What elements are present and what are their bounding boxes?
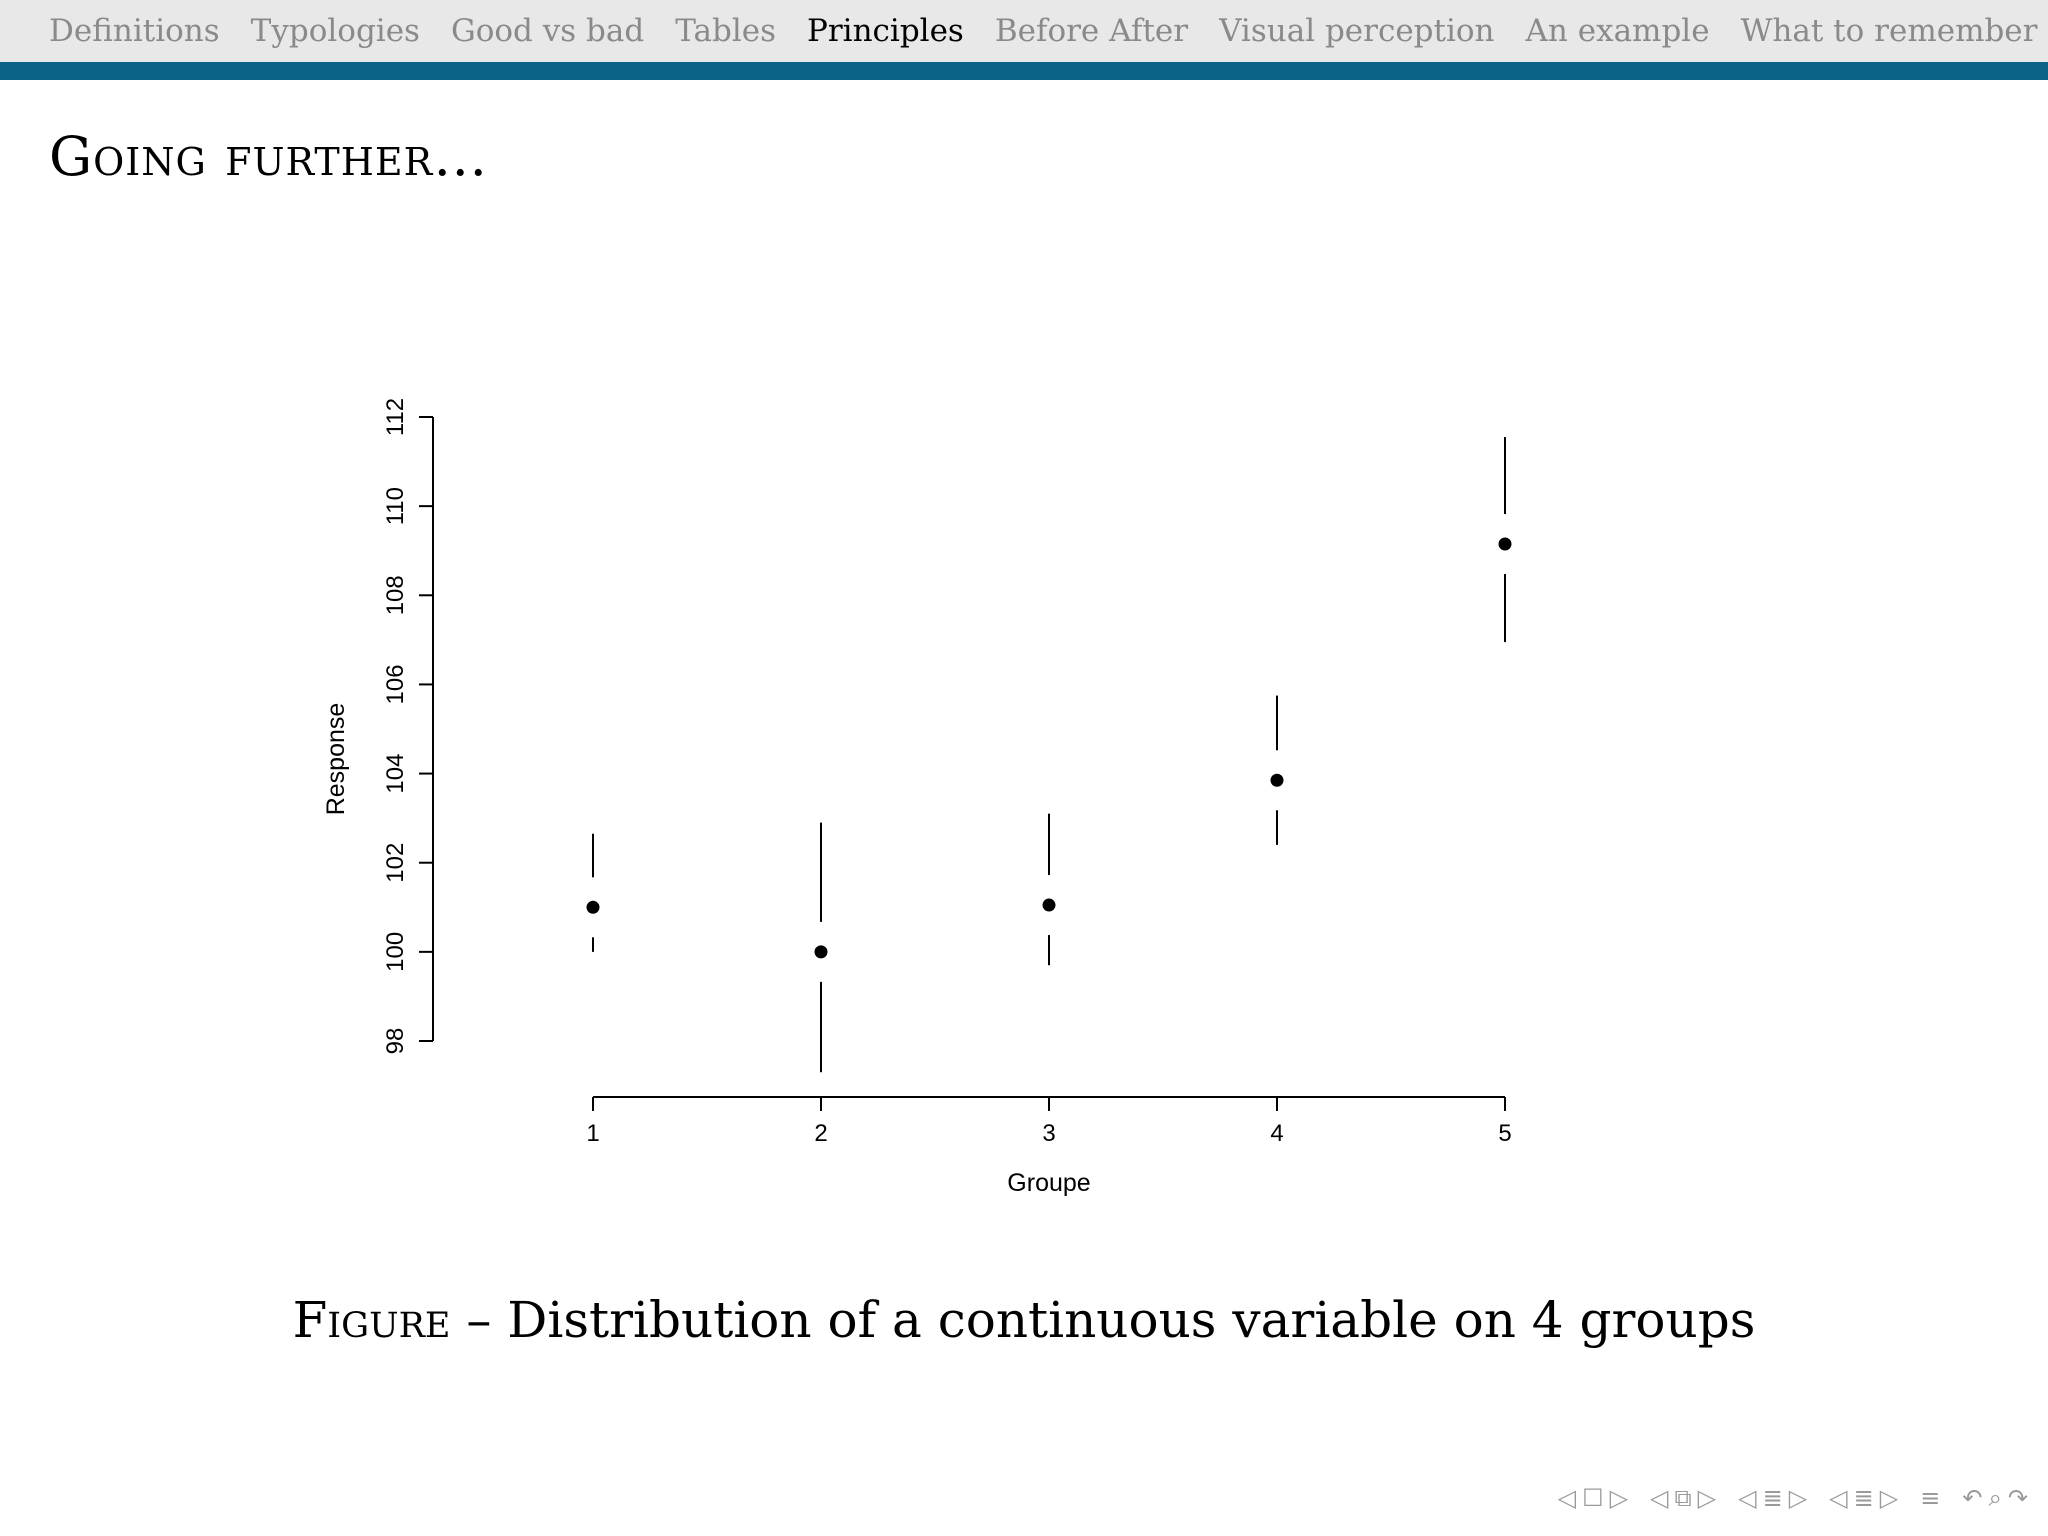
y-axis-label: Response bbox=[322, 703, 350, 816]
nav-item-definitions[interactable]: Definitions bbox=[49, 13, 220, 49]
data-point bbox=[1042, 898, 1056, 912]
nav-item-visual-perception[interactable]: Visual perception bbox=[1219, 13, 1495, 49]
section-nav-group: ◁ ≣ ▷ bbox=[1738, 1484, 1807, 1512]
next-section-arrow-icon[interactable]: ▷ bbox=[1788, 1484, 1808, 1512]
next-frame-arrow-icon[interactable]: ▷ bbox=[1609, 1484, 1629, 1512]
figure-caption: Figure – Distribution of a continuous va… bbox=[0, 1291, 2048, 1349]
data-point bbox=[586, 900, 600, 914]
frame-nav-group: ◁ ☐ ▷ bbox=[1558, 1484, 1628, 1512]
prev-frame-arrow-icon[interactable]: ◁ bbox=[1557, 1484, 1577, 1512]
figure-caption-prefix: Figure bbox=[292, 1291, 451, 1349]
search-icon[interactable]: ⌕ bbox=[1988, 1484, 2002, 1512]
y-tick-label: 106 bbox=[382, 664, 409, 704]
next-subsection-arrow-icon[interactable]: ▷ bbox=[1697, 1484, 1717, 1512]
subsection-icon[interactable]: ⧉ bbox=[1674, 1484, 1692, 1512]
part-nav-group: ◁ ≣ ▷ bbox=[1829, 1484, 1898, 1512]
prev-section-arrow-icon[interactable]: ◁ bbox=[1738, 1484, 1757, 1512]
section-navigation-bar: Definitions Typologies Good vs bad Tables Pr… bbox=[0, 0, 2048, 62]
frame-title: Going further… bbox=[49, 125, 489, 188]
search-nav-group: ↶ ⌕ ↷ bbox=[1962, 1484, 2028, 1512]
y-tick-label: 102 bbox=[382, 843, 409, 883]
x-axis-label: Groupe bbox=[1007, 1169, 1090, 1197]
nav-item-tables[interactable]: Tables bbox=[675, 13, 776, 49]
y-tick-label: 98 bbox=[382, 1028, 409, 1055]
subsection-nav-group: ◁ ⧉ ▷ bbox=[1650, 1484, 1716, 1512]
document-icon[interactable]: ≡ bbox=[1920, 1484, 1941, 1512]
document-nav-group: ≡ bbox=[1920, 1484, 1940, 1512]
x-tick-label: 2 bbox=[814, 1120, 827, 1147]
y-tick-label: 112 bbox=[382, 398, 409, 436]
y-tick-label: 110 bbox=[382, 487, 409, 525]
y-tick-label: 100 bbox=[382, 932, 409, 972]
data-point bbox=[1498, 537, 1512, 551]
part-icon[interactable]: ≣ bbox=[1853, 1484, 1874, 1512]
navigation-rule bbox=[0, 62, 2048, 80]
y-tick-label: 104 bbox=[382, 754, 409, 794]
data-point bbox=[814, 945, 828, 959]
prev-part-arrow-icon[interactable]: ◁ bbox=[1829, 1484, 1848, 1512]
y-tick-label: 108 bbox=[382, 575, 409, 615]
forward-icon[interactable]: ↷ bbox=[2007, 1484, 2028, 1512]
back-icon[interactable]: ↶ bbox=[1962, 1484, 1983, 1512]
nav-item-what-to-remember[interactable]: What to remember bbox=[1740, 13, 2038, 49]
next-part-arrow-icon[interactable]: ▷ bbox=[1879, 1484, 1899, 1512]
section-icon[interactable]: ≣ bbox=[1762, 1484, 1783, 1512]
frame-icon[interactable]: ☐ bbox=[1582, 1484, 1604, 1512]
nav-item-good-vs-bad[interactable]: Good vs bad bbox=[450, 13, 645, 49]
nav-item-before-after[interactable]: Before After bbox=[994, 13, 1189, 49]
x-tick-label: 4 bbox=[1270, 1120, 1283, 1147]
x-tick-label: 1 bbox=[586, 1120, 599, 1147]
beamer-navigation-symbols: ◁ ☐ ▷ ◁ ⧉ ▷ ◁ ≣ ▷ ◁ ≣ ▷ ≡ ↶ ⌕ ↷ bbox=[1544, 1480, 2028, 1516]
nav-item-an-example[interactable]: An example bbox=[1525, 13, 1710, 49]
nav-item-principles[interactable]: Principles bbox=[806, 13, 964, 49]
error-bar-chart: 98 100 102 104 106 108 110 112 Response 1 2 3 4 5 Grou… bbox=[322, 398, 1512, 1197]
nav-item-typologies[interactable]: Typologies bbox=[250, 13, 420, 49]
data-point bbox=[1270, 773, 1284, 787]
x-tick-label: 5 bbox=[1498, 1120, 1511, 1147]
x-tick-label: 3 bbox=[1042, 1120, 1055, 1147]
figure-caption-text: – Distribution of a continuous variable … bbox=[450, 1291, 1756, 1349]
section-navigation-items: Definitions Typologies Good vs bad Tables Pr… bbox=[49, 9, 2048, 53]
prev-subsection-arrow-icon[interactable]: ◁ bbox=[1650, 1484, 1669, 1512]
